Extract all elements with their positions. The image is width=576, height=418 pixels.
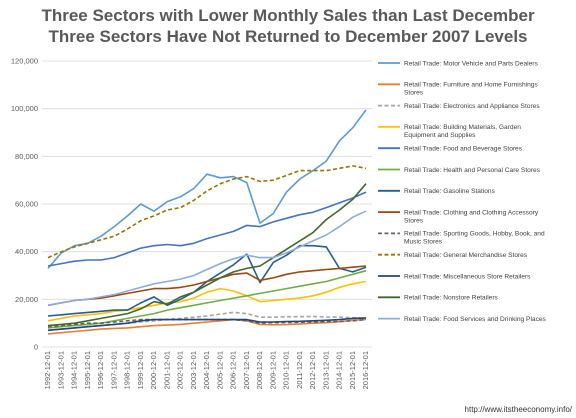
- x-tick-label: 1993-12-01: [56, 351, 65, 389]
- legend-label: Retail Trade: Sporting Goods, Hobby, Boo…: [404, 231, 545, 246]
- x-tick-label: 1996-12-01: [96, 351, 105, 389]
- series-line-5: [47, 191, 367, 267]
- x-tick-label: 2005-12-01: [215, 351, 224, 389]
- x-tick-label: 2013-12-01: [321, 351, 330, 389]
- legend-label: Retail Trade: Gasoline Stations: [404, 188, 496, 195]
- legend-label: Retail Trade: Miscellaneous Store Retail…: [404, 273, 531, 280]
- series-line-8: [47, 265, 367, 307]
- x-tick-label: 1992-12-01: [43, 351, 52, 389]
- x-tick-label: 2003-12-01: [189, 351, 198, 389]
- legend-label: Retail Trade: Food Services and Drinking…: [404, 316, 547, 323]
- x-tick-label: 1997-12-01: [109, 351, 118, 389]
- y-tick-label: 100,000: [11, 104, 38, 113]
- y-tick-label: 20,000: [15, 295, 38, 304]
- legend-label: Retail Trade: Building Materials, Garden…: [404, 124, 521, 139]
- x-tick-label: 2007-12-01: [242, 351, 251, 389]
- legend-label: Retail Trade: Health and Personal Care S…: [404, 167, 541, 174]
- x-tick-label: 2012-12-01: [308, 351, 317, 389]
- x-tick-label: 2011-12-01: [295, 351, 304, 389]
- x-tick-label: 2009-12-01: [268, 351, 277, 389]
- x-tick-label: 1995-12-01: [83, 351, 92, 389]
- x-tick-label: 2001-12-01: [162, 351, 171, 389]
- x-tick-label: 2008-12-01: [255, 351, 264, 389]
- y-tick-label: 0: [34, 343, 38, 352]
- x-tick-label: 2004-12-01: [202, 351, 211, 389]
- x-tick-label: 2000-12-01: [149, 351, 158, 389]
- x-tick-label: 2015-12-01: [348, 351, 357, 389]
- x-tick-label: 2016-12-01: [361, 351, 370, 389]
- legend-label: Retail Trade: Nonstore Retailers: [404, 295, 499, 302]
- x-tick-label: 2002-12-01: [176, 351, 185, 389]
- legend-label: Retail Trade: Food and Beverage Stores: [404, 146, 523, 153]
- series-line-4: [47, 280, 367, 322]
- series-line-1: [47, 109, 367, 269]
- x-tick-label: 1999-12-01: [136, 351, 145, 389]
- legend-label: Retail Trade: Clothing and Clothing Acce…: [404, 209, 539, 224]
- x-tick-label: 2014-12-01: [335, 351, 344, 389]
- y-tick-label: 60,000: [15, 200, 38, 209]
- series-line-13: [47, 210, 367, 307]
- y-tick-label: 40,000: [15, 247, 38, 256]
- legend-label: Retail Trade: General Merchandise Stores: [404, 252, 528, 259]
- series-line-2: [47, 318, 367, 335]
- legend-label: Retail Trade: Electronics and Appliance …: [404, 103, 540, 110]
- source-url: http://www.itstheeconomy.info/: [464, 405, 572, 414]
- legend-label: Retail Trade: Motor Vehicle and Parts De…: [404, 60, 538, 67]
- series-line-10: [47, 165, 367, 259]
- x-tick-label: 1998-12-01: [123, 351, 132, 389]
- legend-label: Retail Trade: Furniture and Home Furnish…: [404, 82, 538, 97]
- series-line-12: [47, 183, 367, 327]
- y-tick-label: 80,000: [15, 152, 38, 161]
- x-tick-label: 1994-12-01: [70, 351, 79, 389]
- chart-subtitle: Three Sectors Have Not Returned to Decem…: [48, 27, 528, 46]
- chart-title: Three Sectors with Lower Monthly Sales t…: [41, 6, 535, 25]
- series-line-11: [47, 317, 367, 332]
- y-tick-label: 120,000: [11, 57, 38, 66]
- x-tick-label: 2006-12-01: [229, 351, 238, 389]
- x-tick-label: 2010-12-01: [282, 351, 291, 389]
